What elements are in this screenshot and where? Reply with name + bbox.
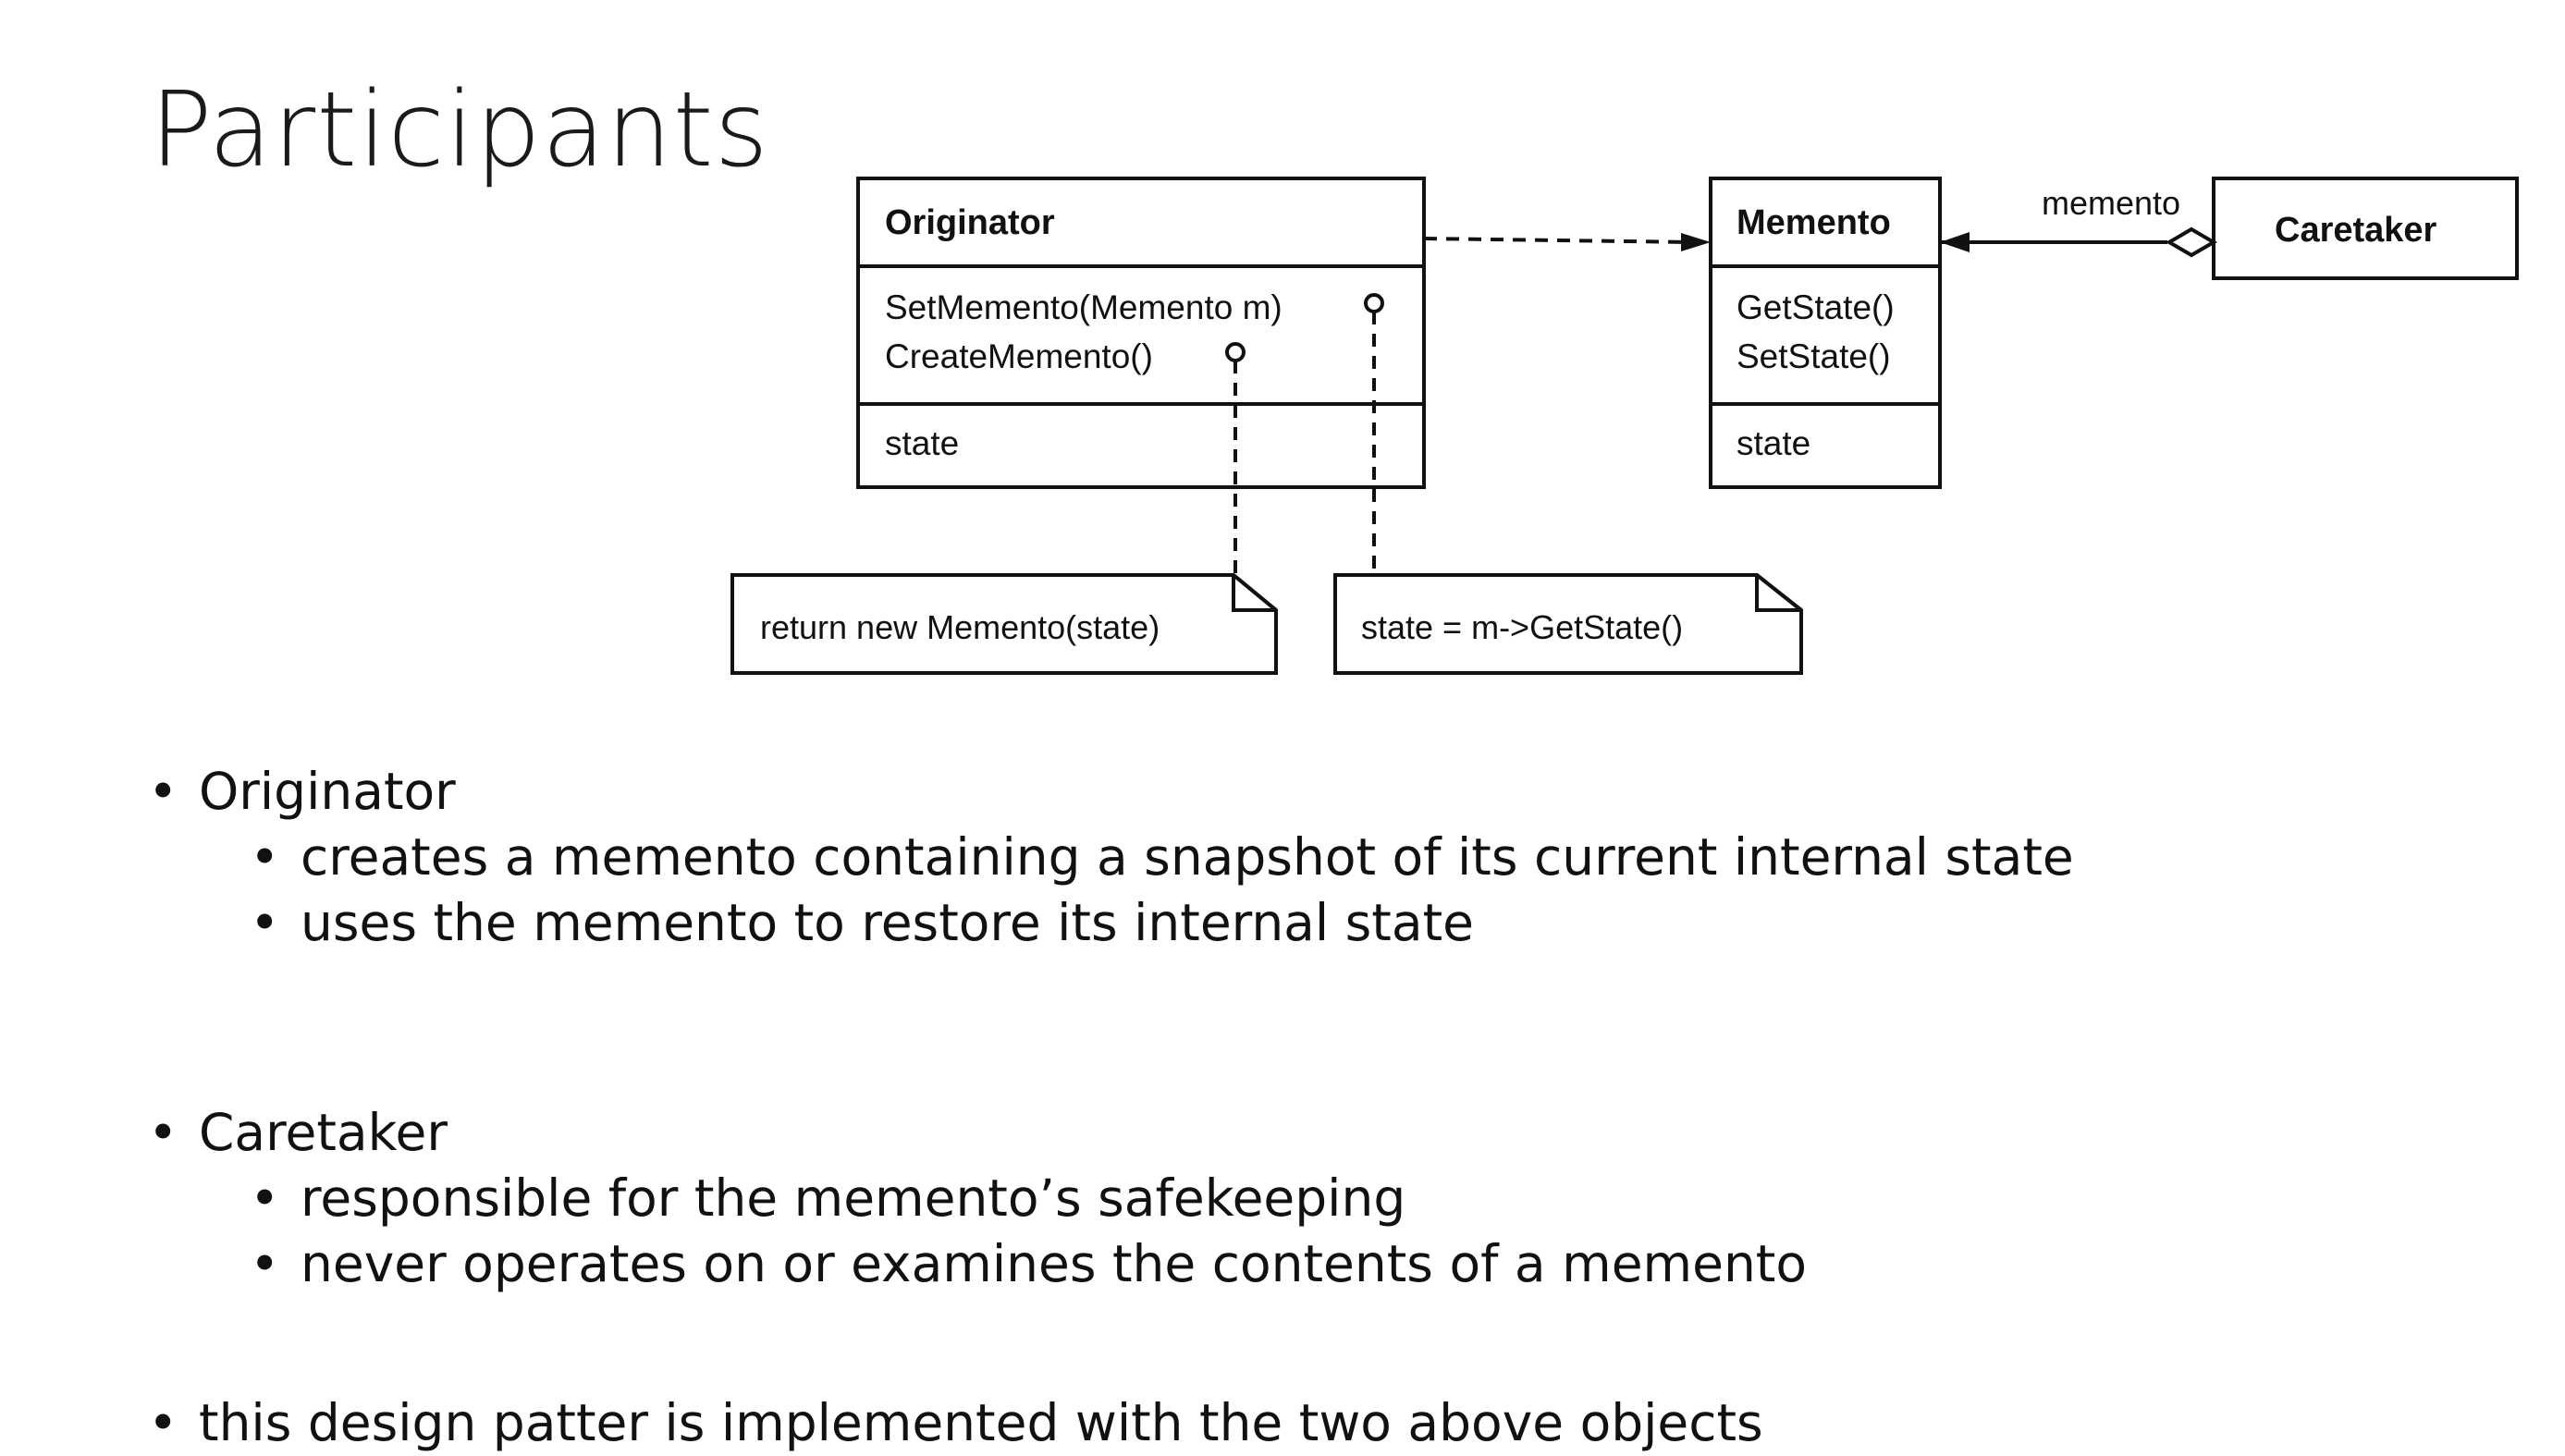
bullet-group-summary: this design patter is implemented with t…	[148, 1389, 2074, 1456]
memento-op-getstate: GetState()	[1737, 288, 1895, 326]
dependency-arrowhead	[1681, 233, 1711, 251]
note-create-text: return new Memento(state)	[760, 608, 1160, 646]
slide-title: Participants	[150, 70, 769, 190]
bullet-group-originator: Originator creates a memento containing …	[148, 758, 2074, 956]
note-set-box	[1333, 573, 1803, 675]
note-create-box	[730, 573, 1278, 675]
bullet-originator: Originator	[148, 758, 2074, 825]
memento-attr-state: state	[1737, 424, 1810, 462]
sub-bullet: uses the memento to restore its internal…	[148, 890, 2074, 956]
originator-attr-state: state	[885, 424, 959, 462]
originator-op-creatememento: CreateMemento()	[885, 337, 1153, 375]
sub-bullet: responsible for the memento’s safekeepin…	[148, 1166, 2074, 1231]
sub-bullet: creates a memento containing a snapshot …	[148, 825, 2074, 890]
dependency-line	[1423, 237, 1693, 244]
uml-class-diagram: Originator SetMemento(Memento m) CreateM…	[730, 177, 2519, 675]
bullet-summary: this design patter is implemented with t…	[148, 1389, 2074, 1456]
note-anchor-create	[1225, 342, 1246, 362]
note-create-fold-diag	[1232, 573, 1278, 612]
memento-name: Memento	[1737, 203, 1891, 242]
caretaker-class-box	[2212, 177, 2519, 280]
memento-op-setstate: SetState()	[1737, 337, 1891, 375]
spacer	[148, 1297, 2074, 1389]
caretaker-name: Caretaker	[2275, 211, 2437, 250]
note-set-fold-diag	[1755, 573, 1803, 612]
bullet-group-caretaker: Caretaker responsible for the memento’s …	[148, 1099, 2074, 1297]
aggregation-arrowhead	[1940, 232, 1970, 252]
bullet-list: Originator creates a memento containing …	[148, 758, 2074, 1456]
note-set-text: state = m->GetState()	[1361, 608, 1683, 646]
originator-class-box	[856, 177, 1426, 489]
originator-name: Originator	[885, 203, 1055, 242]
note-anchor-set	[1364, 293, 1384, 313]
note-set-fold	[1755, 575, 1801, 612]
association-label: memento	[2042, 184, 2180, 222]
memento-class-box	[1709, 177, 1942, 489]
note-create-fold	[1232, 575, 1276, 612]
sub-bullet: never operates on or examines the conten…	[148, 1231, 2074, 1297]
aggregation-diamond	[2166, 226, 2217, 258]
bullet-caretaker: Caretaker	[148, 1099, 2074, 1166]
spacer	[148, 956, 2074, 1099]
originator-op-setmemento: SetMemento(Memento m)	[885, 288, 1282, 326]
